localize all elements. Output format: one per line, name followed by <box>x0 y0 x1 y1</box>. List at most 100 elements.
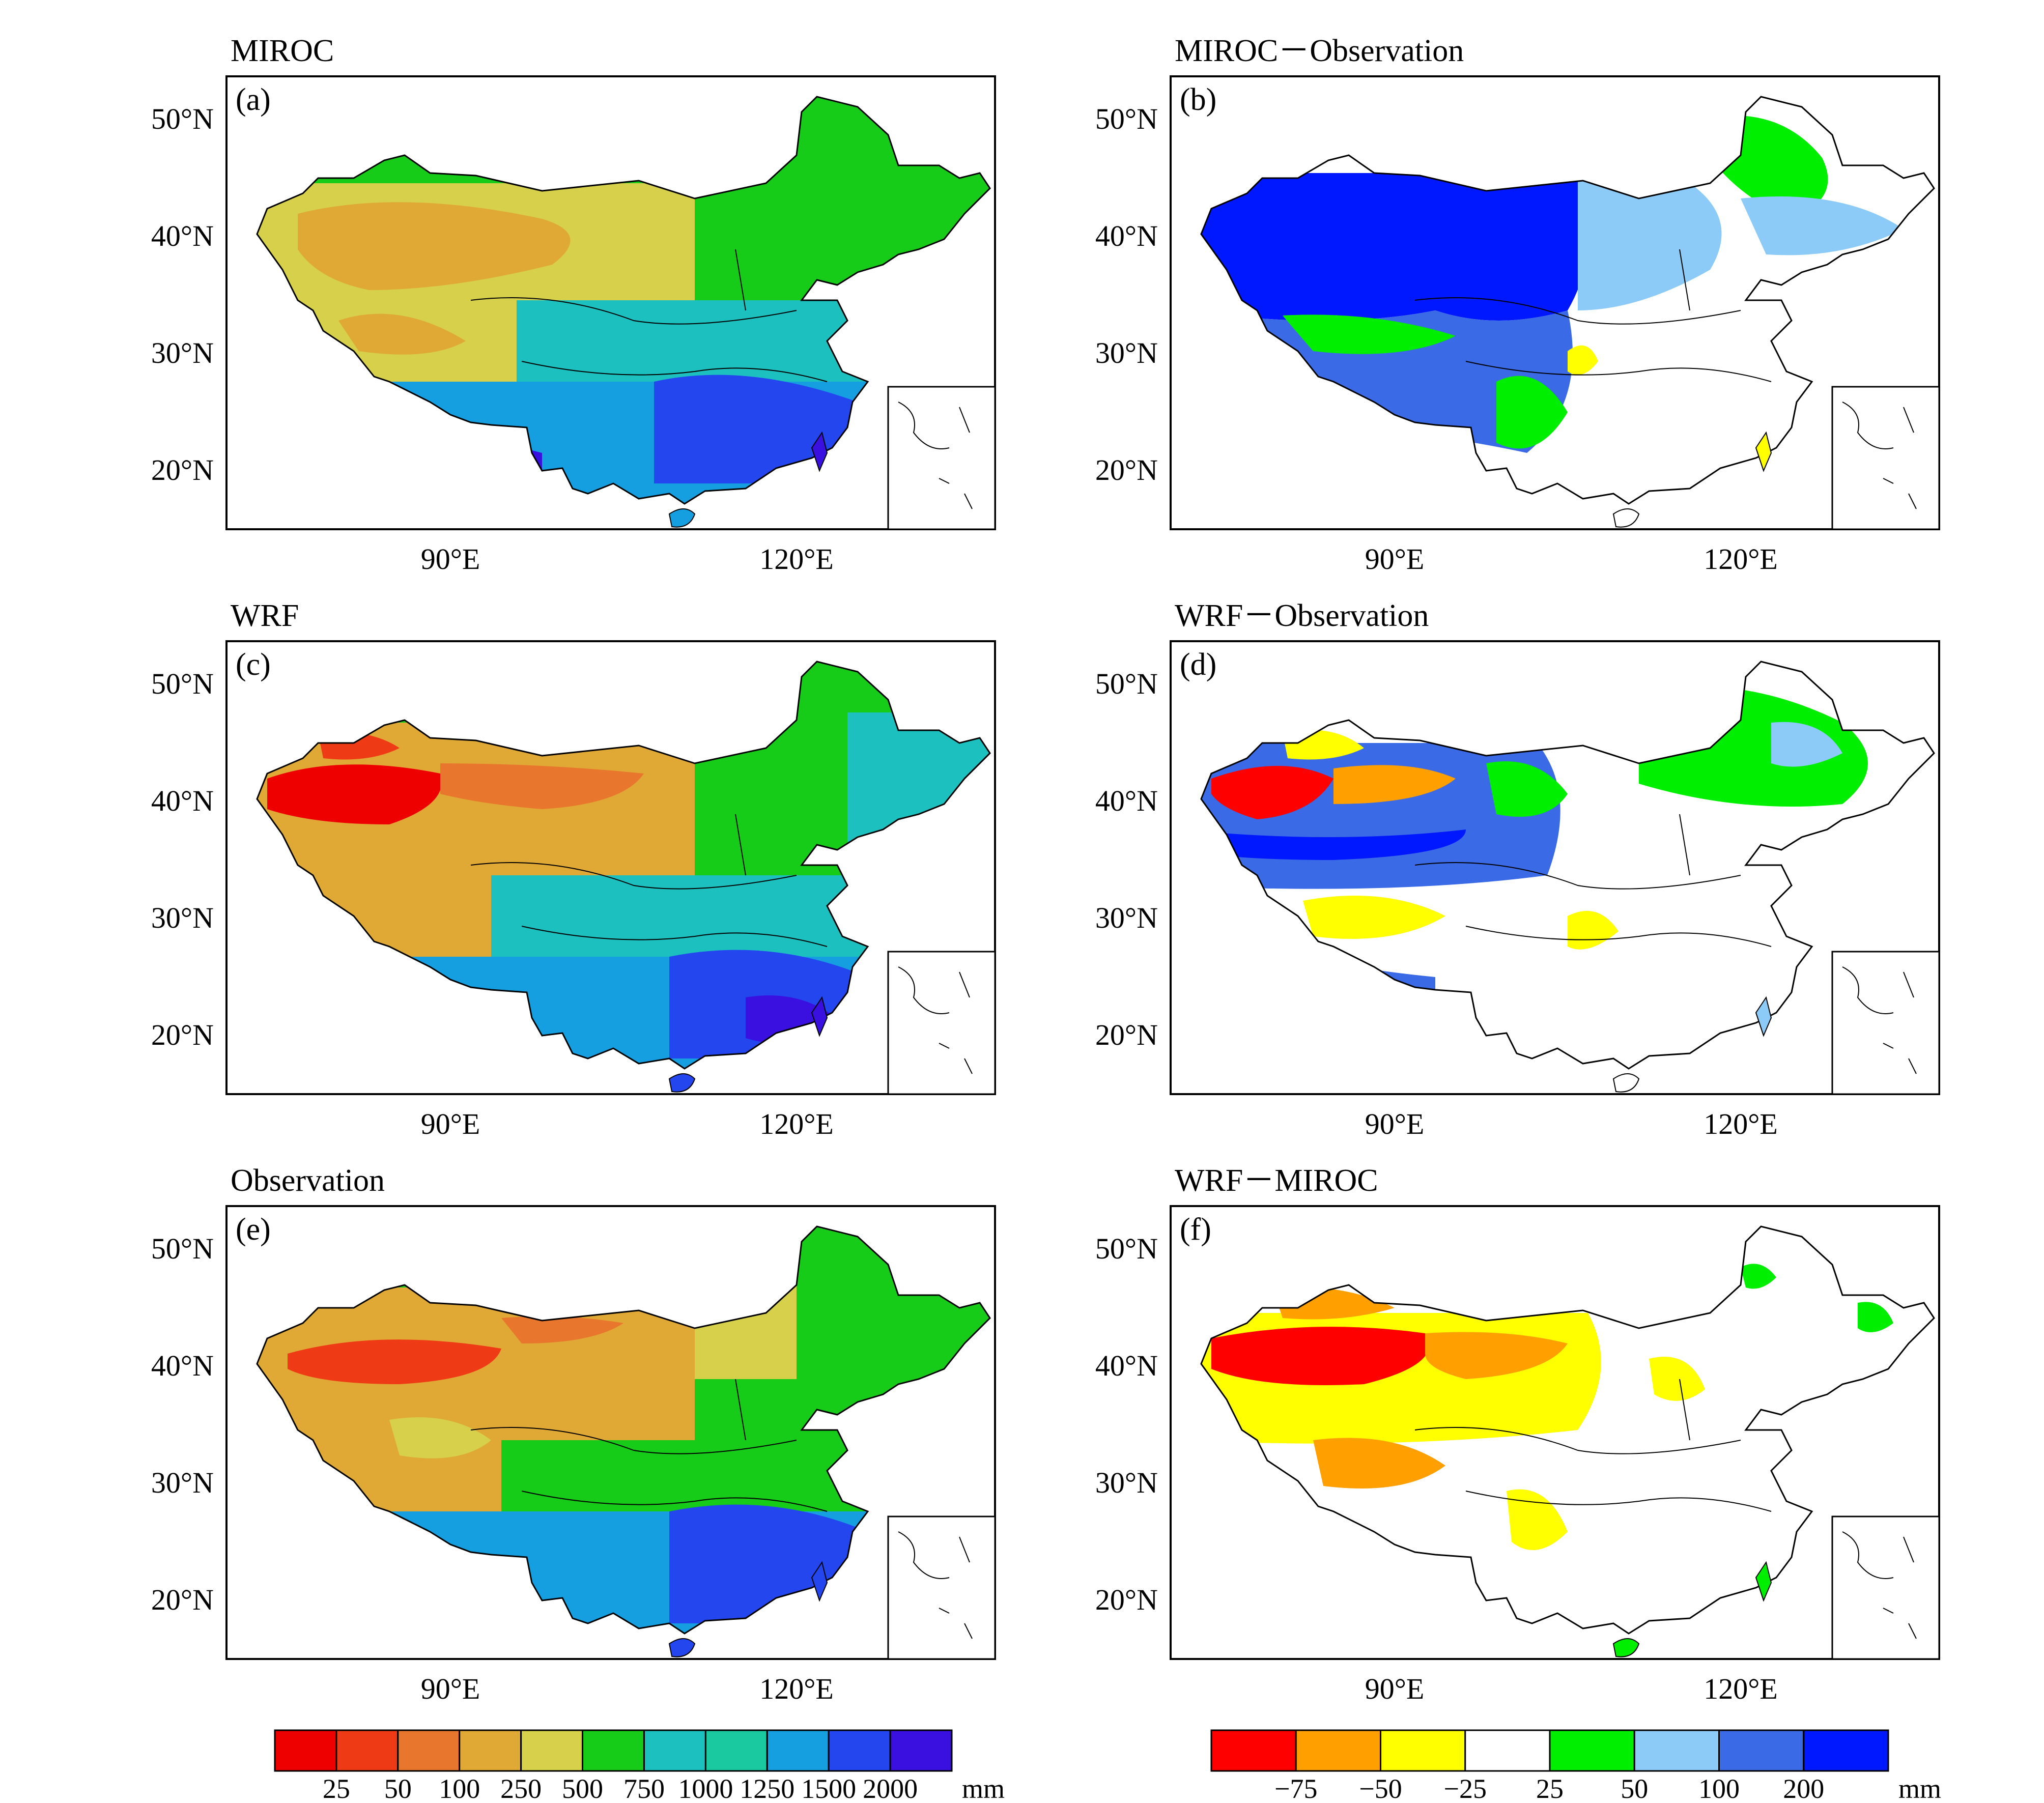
colorbar-swatch <box>397 1729 461 1772</box>
colorbar-tick-label: 25 <box>1536 1773 1564 1803</box>
precip-band <box>1201 173 1588 321</box>
svg-text:20°N: 20°N <box>1095 453 1158 486</box>
taiwan-island <box>1755 1561 1772 1602</box>
svg-text:50°N: 50°N <box>1095 667 1158 700</box>
precip-band <box>1578 173 1722 310</box>
svg-text:50°N: 50°N <box>151 102 214 135</box>
hainan-island <box>668 1638 696 1657</box>
lon-axis: 90°E 120°E <box>1365 1107 1778 1140</box>
colorbar-tick-label: 100 <box>439 1773 480 1803</box>
panel-title: MIROC－Observation <box>1175 34 1464 68</box>
colorbar-swatch <box>889 1729 953 1772</box>
svg-text:50°N: 50°N <box>1095 1232 1158 1265</box>
province-lines <box>470 249 828 382</box>
south-china-sea-inset <box>1831 951 1940 1095</box>
panel-b: MIROC－Observation (b) 50°N 40°N <box>1095 34 1940 576</box>
inset-coastline <box>1842 966 1917 1074</box>
hainan-island <box>1612 1073 1640 1093</box>
precip-band <box>298 202 571 290</box>
colorbar-swatch <box>1633 1729 1720 1772</box>
precip-band <box>1649 1357 1705 1401</box>
colorbar-tick-label: 50 <box>1621 1773 1648 1803</box>
inset-coastline <box>898 402 973 509</box>
colorbar-swatch <box>459 1729 522 1772</box>
svg-text:90°E: 90°E <box>1365 542 1425 576</box>
svg-text:20°N: 20°N <box>1095 1018 1158 1051</box>
lat-axis: 50°N 40°N 30°N 20°N <box>151 1232 214 1616</box>
colorbar-swatch <box>274 1729 337 1772</box>
province-lines <box>1414 814 1772 947</box>
panel-label: (e) <box>236 1212 271 1247</box>
panel-e: Observation (e) 50°N 4 <box>151 1163 996 1705</box>
precip-band <box>1303 896 1445 939</box>
precip-band <box>288 1339 501 1384</box>
svg-text:90°E: 90°E <box>1365 1672 1425 1705</box>
panel-label: (c) <box>236 647 271 682</box>
inset-coastline <box>898 966 973 1074</box>
svg-text:50°N: 50°N <box>151 1232 214 1265</box>
precip-band <box>1741 1264 1776 1289</box>
lon-axis: 90°E 120°E <box>421 542 834 576</box>
panel-label: (b) <box>1180 82 1216 117</box>
precip-band <box>1771 722 1842 767</box>
hainan-island <box>1612 508 1640 528</box>
hainan-island <box>668 1073 696 1093</box>
colorbar-swatch <box>643 1729 706 1772</box>
svg-text:30°N: 30°N <box>1095 1466 1158 1499</box>
precip-band <box>1486 761 1568 817</box>
precip-band <box>1425 1332 1568 1379</box>
svg-text:30°N: 30°N <box>151 901 214 934</box>
colorbar-swatch <box>1549 1729 1635 1772</box>
svg-text:120°E: 120°E <box>1704 542 1778 576</box>
svg-text:120°E: 120°E <box>759 542 834 576</box>
lat-axis: 50°N 40°N 30°N 20°N <box>151 667 214 1051</box>
precip-band <box>654 375 858 483</box>
svg-text:20°N: 20°N <box>1095 1583 1158 1616</box>
colorbar-swatch <box>1295 1729 1381 1772</box>
precip-band <box>440 763 644 809</box>
colorbar-swatch <box>704 1729 768 1772</box>
colorbar-tick-label: 1000 <box>678 1773 733 1803</box>
svg-text:40°N: 40°N <box>1095 784 1158 817</box>
svg-text:90°E: 90°E <box>421 1672 480 1705</box>
lon-axis: 90°E 120°E <box>421 1672 834 1705</box>
taiwan-island <box>811 996 828 1037</box>
colorbar-tick-label: 200 <box>1783 1773 1824 1803</box>
lon-axis: 90°E 120°E <box>421 1107 834 1140</box>
colorbar-tick-label: 25 <box>323 1773 350 1803</box>
province-lines <box>1414 1379 1772 1512</box>
svg-text:30°N: 30°N <box>151 336 214 369</box>
panel-a: MIROC (a) 50°N 40°N 30°N <box>151 34 996 576</box>
taiwan-island <box>811 431 828 472</box>
svg-text:50°N: 50°N <box>1095 102 1158 135</box>
colorbar-tick-label: 750 <box>623 1773 665 1803</box>
svg-text:40°N: 40°N <box>1095 219 1158 252</box>
south-china-sea-inset <box>887 386 996 530</box>
panel-label: (d) <box>1180 647 1216 682</box>
hainan-island <box>668 508 696 528</box>
colorbar-swatch <box>1803 1729 1889 1772</box>
svg-text:90°E: 90°E <box>1365 1107 1425 1140</box>
colorbar-swatch <box>1718 1729 1805 1772</box>
panel-f: WRF－MIROC (f) 50°N 40° <box>1095 1163 1940 1705</box>
precip-band <box>1313 1438 1445 1489</box>
precip-band <box>501 1316 623 1343</box>
panel-c: WRF (c) 50°N <box>151 598 996 1140</box>
panel-title: WRF－MIROC <box>1175 1163 1378 1198</box>
taiwan-island <box>811 1561 828 1602</box>
precip-band <box>1741 196 1904 255</box>
province-lines <box>470 1379 828 1512</box>
precip-band <box>1507 1489 1568 1550</box>
taiwan-island <box>1755 996 1772 1037</box>
colorbar-tick-label: 1500 <box>801 1773 856 1803</box>
lat-axis: 50°N 40°N 30°N 20°N <box>1095 1232 1158 1616</box>
lon-axis: 90°E 120°E <box>1365 542 1778 576</box>
province-lines <box>470 814 828 947</box>
panel-d: WRF－Observation (d) <box>1095 598 1940 1140</box>
lat-axis: 50°N 40°N 30°N 20°N <box>1095 102 1158 486</box>
precip-band <box>1211 766 1333 819</box>
colorbar-difference: −75 −50 −25 25 50 100 200 mm <box>1210 1729 1941 1803</box>
panel-title: Observation <box>231 1163 385 1198</box>
inset-coastline <box>1842 402 1917 509</box>
svg-text:40°N: 40°N <box>151 784 214 817</box>
